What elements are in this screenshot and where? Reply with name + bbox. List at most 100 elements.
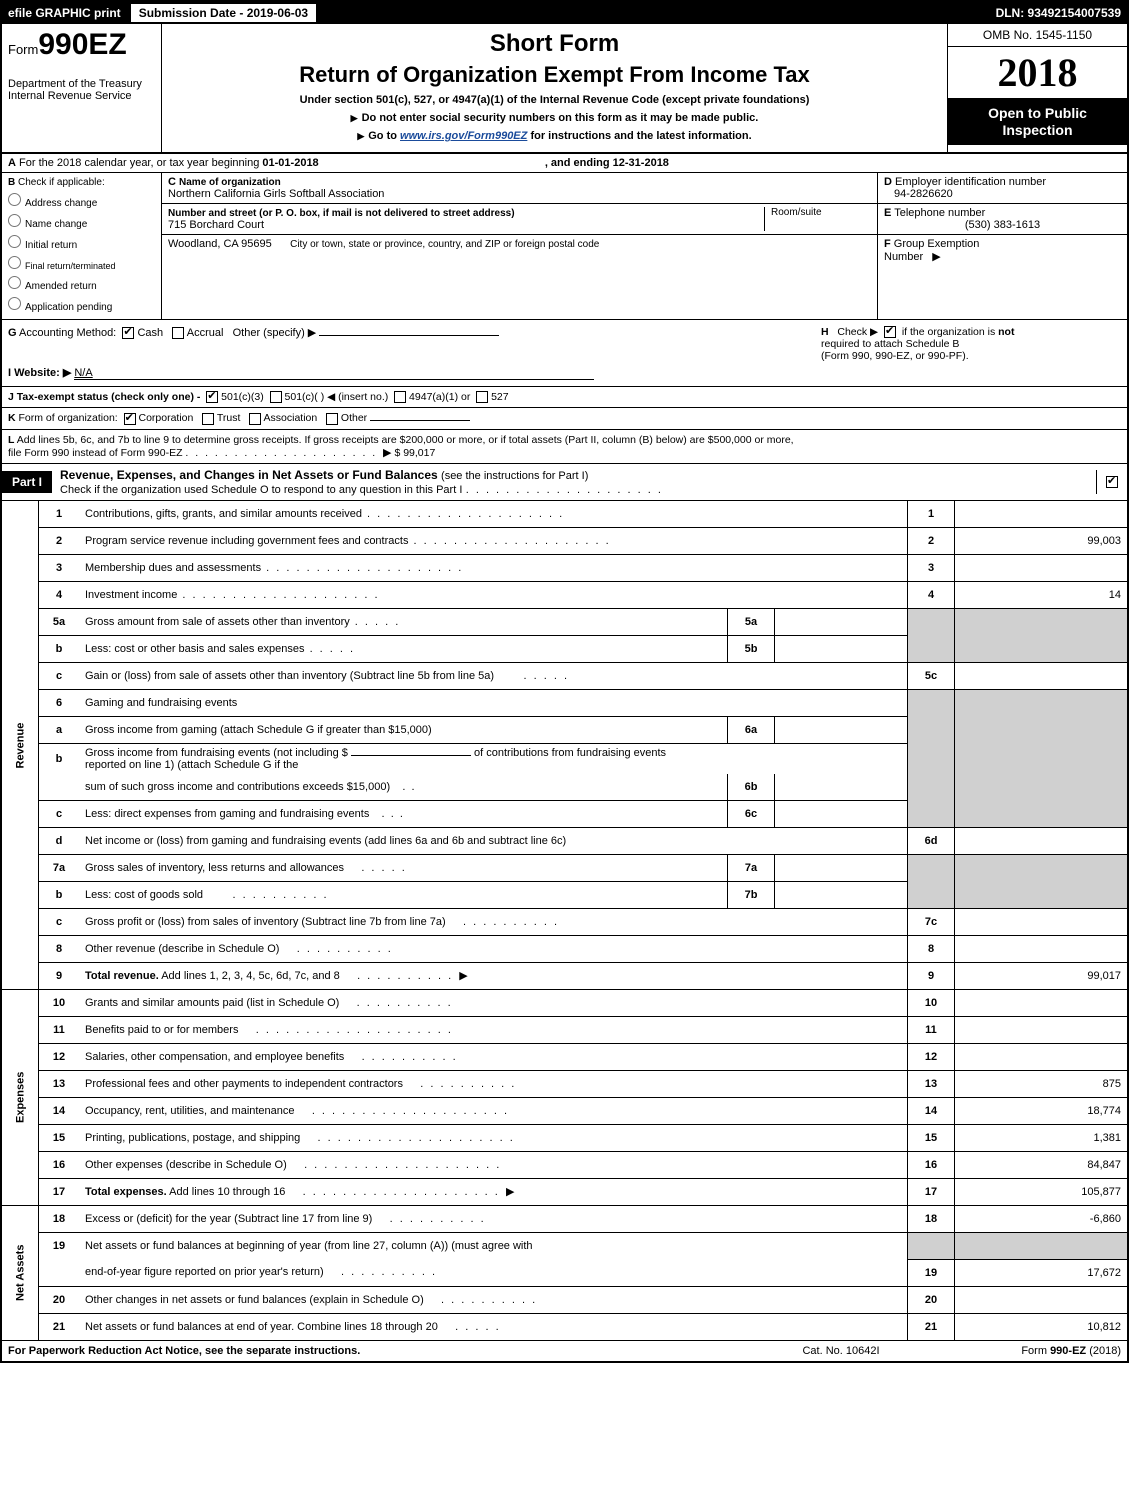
goto-link[interactable]: www.irs.gov/Form990EZ bbox=[400, 130, 527, 142]
innerval-6c bbox=[775, 800, 908, 827]
val-14: 18,774 bbox=[955, 1097, 1128, 1124]
radio-final-return[interactable] bbox=[8, 256, 21, 269]
section-bcdef: B Check if applicable: Address change Na… bbox=[2, 173, 1127, 320]
label-d: D bbox=[884, 176, 892, 188]
num-17: 17 bbox=[908, 1178, 955, 1205]
inner-7b: 7b bbox=[728, 881, 775, 908]
label-h: H bbox=[821, 326, 829, 338]
other-org-blank[interactable] bbox=[370, 420, 470, 421]
radio-initial-return[interactable] bbox=[8, 235, 21, 248]
val-12 bbox=[955, 1043, 1128, 1070]
desc-8: Other revenue (describe in Schedule O) bbox=[79, 935, 908, 962]
lineno-9: 9 bbox=[39, 962, 80, 989]
part1-checkbox[interactable] bbox=[1106, 476, 1118, 488]
desc-7a: Gross sales of inventory, less returns a… bbox=[79, 854, 728, 881]
blank-6b[interactable] bbox=[351, 755, 471, 756]
innerval-5b bbox=[775, 635, 908, 662]
opt-final-return[interactable]: Final return/terminated bbox=[22, 253, 155, 271]
form-page: efile GRAPHIC print Submission Date - 20… bbox=[0, 0, 1129, 1363]
inner-6b: 6b bbox=[728, 774, 775, 801]
phone-label: Telephone number bbox=[894, 207, 985, 219]
checkbox-association[interactable] bbox=[249, 413, 261, 425]
opt-amended-return[interactable]: Amended return bbox=[22, 273, 155, 292]
part1-dots bbox=[466, 484, 663, 496]
label-j: J bbox=[8, 391, 14, 403]
num-1: 1 bbox=[908, 501, 955, 528]
check-if: Check if applicable: bbox=[18, 177, 105, 188]
section-e: E Telephone number (530) 383-1613 bbox=[878, 204, 1127, 235]
desc-5b: Less: cost or other basis and sales expe… bbox=[79, 635, 728, 662]
inner-5b: 5b bbox=[728, 635, 775, 662]
radio-address-change[interactable] bbox=[8, 193, 21, 206]
open-public-l2: Inspection bbox=[952, 122, 1123, 139]
radio-amended-return[interactable] bbox=[8, 276, 21, 289]
lineno-6a: a bbox=[39, 716, 80, 743]
lineno-7c: c bbox=[39, 908, 80, 935]
lineno-6c: c bbox=[39, 800, 80, 827]
street: 715 Borchard Court bbox=[168, 219, 264, 231]
desc-14: Occupancy, rent, utilities, and maintena… bbox=[79, 1097, 908, 1124]
section-h: H Check ▶ if the organization is not req… bbox=[821, 326, 1121, 362]
lineno-3: 3 bbox=[39, 554, 80, 581]
row-17: 17 Total expenses. Add lines 10 through … bbox=[2, 1178, 1127, 1205]
checkbox-other[interactable] bbox=[326, 413, 338, 425]
cash-label: Cash bbox=[137, 327, 163, 339]
checkbox-corporation[interactable] bbox=[124, 413, 136, 425]
opt-name-change[interactable]: Name change bbox=[22, 211, 155, 230]
opt-application-pending[interactable]: Application pending bbox=[22, 294, 155, 313]
footer-right: Form 990-EZ (2018) bbox=[941, 1345, 1121, 1357]
section-b: B Check if applicable: Address change Na… bbox=[2, 173, 162, 319]
h-check: Check ▶ bbox=[837, 326, 878, 338]
goto-prefix: Go to bbox=[357, 130, 397, 142]
radio-name-change[interactable] bbox=[8, 214, 21, 227]
shade-7 bbox=[908, 854, 955, 908]
opt-501c: 501(c)( ) ◀ (insert no.) bbox=[285, 391, 389, 403]
city-label: City or town, state or province, country… bbox=[290, 239, 599, 250]
shadeval-6 bbox=[955, 689, 1128, 827]
row-4: 4 Investment income 4 14 bbox=[2, 581, 1127, 608]
row-1: Revenue 1 Contributions, gifts, grants, … bbox=[2, 501, 1127, 528]
val-15: 1,381 bbox=[955, 1124, 1128, 1151]
row-20: 20 Other changes in net assets or fund b… bbox=[2, 1286, 1127, 1313]
goto-suffix: for instructions and the latest informat… bbox=[530, 130, 751, 142]
desc-6b-2: sum of such gross income and contributio… bbox=[79, 774, 728, 801]
page-footer: For Paperwork Reduction Act Notice, see … bbox=[2, 1341, 1127, 1361]
opt-initial-return[interactable]: Initial return bbox=[22, 232, 155, 251]
opt-other-org: Other bbox=[341, 412, 367, 424]
accrual-label: Accrual bbox=[187, 327, 224, 339]
side-expenses: Expenses bbox=[2, 989, 39, 1205]
checkbox-501c3[interactable] bbox=[206, 391, 218, 403]
num-18: 18 bbox=[908, 1205, 955, 1232]
row-15: 15 Printing, publications, postage, and … bbox=[2, 1124, 1127, 1151]
lineno-11: 11 bbox=[39, 1016, 80, 1043]
val-8 bbox=[955, 935, 1128, 962]
val-16: 84,847 bbox=[955, 1151, 1128, 1178]
num-15: 15 bbox=[908, 1124, 955, 1151]
val-21: 10,812 bbox=[955, 1313, 1128, 1340]
desc-6: Gaming and fundraising events bbox=[79, 689, 908, 716]
radio-application-pending[interactable] bbox=[8, 297, 21, 310]
num-7c: 7c bbox=[908, 908, 955, 935]
form-number: Form990EZ bbox=[8, 28, 155, 62]
lineno-18: 18 bbox=[39, 1205, 80, 1232]
other-blank[interactable] bbox=[319, 335, 499, 336]
checkbox-501c[interactable] bbox=[270, 391, 282, 403]
form-org-label: Form of organization: bbox=[19, 412, 118, 424]
lineno-7a: 7a bbox=[39, 854, 80, 881]
desc-15: Printing, publications, postage, and shi… bbox=[79, 1124, 908, 1151]
label-e: E bbox=[884, 207, 891, 219]
val-10 bbox=[955, 989, 1128, 1016]
checkbox-cash[interactable] bbox=[122, 327, 134, 339]
dept-line1: Department of the Treasury bbox=[8, 78, 155, 90]
opt-address-change[interactable]: Address change bbox=[22, 190, 155, 209]
val-17: 105,877 bbox=[955, 1178, 1128, 1205]
checkbox-4947[interactable] bbox=[394, 391, 406, 403]
checkbox-trust[interactable] bbox=[202, 413, 214, 425]
checkbox-h[interactable] bbox=[884, 326, 896, 338]
row-12: 12 Salaries, other compensation, and emp… bbox=[2, 1043, 1127, 1070]
val-4: 14 bbox=[955, 581, 1128, 608]
lineno-6d: d bbox=[39, 827, 80, 854]
checkbox-527[interactable] bbox=[476, 391, 488, 403]
part1-label: Part I bbox=[2, 471, 52, 493]
checkbox-accrual[interactable] bbox=[172, 327, 184, 339]
